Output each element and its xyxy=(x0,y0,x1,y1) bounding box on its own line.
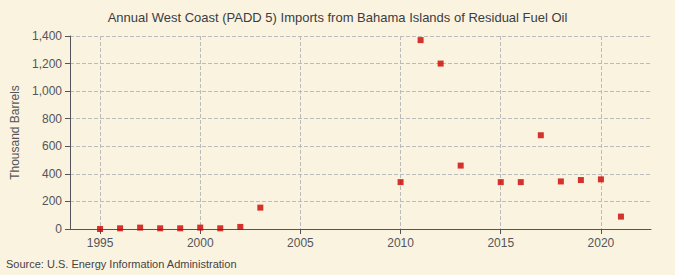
svg-text:Annual West Coast (PADD 5) Imp: Annual West Coast (PADD 5) Imports from … xyxy=(108,10,568,25)
svg-text:2015: 2015 xyxy=(487,236,514,250)
svg-text:2020: 2020 xyxy=(588,236,615,250)
svg-text:1995: 1995 xyxy=(87,236,114,250)
svg-text:2010: 2010 xyxy=(387,236,414,250)
svg-text:800: 800 xyxy=(42,112,62,126)
svg-text:2000: 2000 xyxy=(187,236,214,250)
svg-text:1,000: 1,000 xyxy=(32,84,62,98)
svg-text:600: 600 xyxy=(42,139,62,153)
svg-text:200: 200 xyxy=(42,194,62,208)
svg-text:Source: U.S. Energy Informatio: Source: U.S. Energy Information Administ… xyxy=(6,258,237,270)
svg-text:2005: 2005 xyxy=(287,236,314,250)
svg-text:400: 400 xyxy=(42,167,62,181)
svg-text:Thousand Barrels: Thousand Barrels xyxy=(8,85,22,180)
svg-text:1,200: 1,200 xyxy=(32,57,62,71)
svg-text:0: 0 xyxy=(55,222,62,236)
svg-text:1,400: 1,400 xyxy=(32,29,62,43)
